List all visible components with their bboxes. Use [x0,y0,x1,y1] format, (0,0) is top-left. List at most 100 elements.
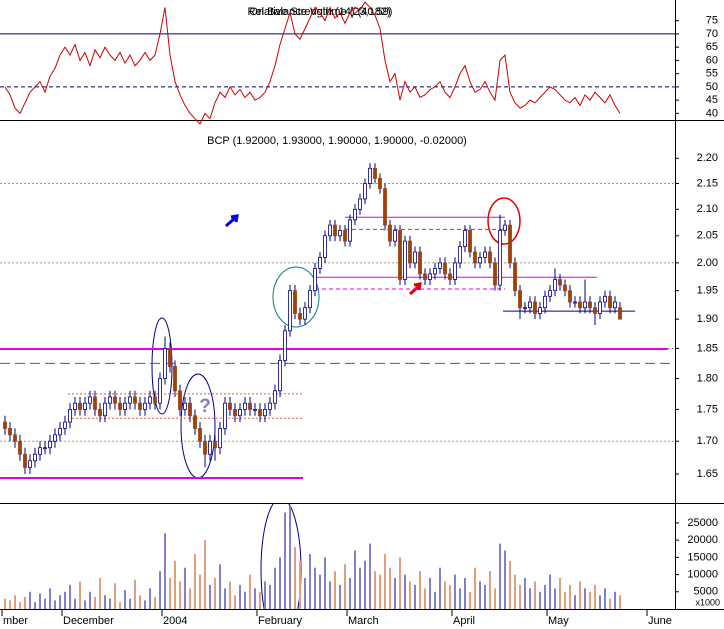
volume-bar [494,588,496,609]
y-tick-label: 1.90 [697,313,718,325]
volume-bar [429,578,431,609]
candle-body [598,301,602,314]
rsi-line [4,1,621,125]
candle-body [243,402,247,410]
candle-body [518,290,522,309]
y-tick-label: 60 [706,54,718,66]
volume-bar [324,557,326,609]
candle-body [158,378,162,404]
volume-bar [19,602,21,609]
volume-bar [249,574,251,609]
candle-body [33,453,37,462]
volume-bar [119,602,121,609]
volume-bar [559,578,561,609]
ellipse [272,266,320,328]
y-tick-label: 1.65 [697,468,718,480]
volume-bar [204,540,206,609]
ellipse [487,197,521,245]
candle-body [343,230,347,242]
x-tick-label: April [453,615,475,627]
volume-bar [359,567,361,609]
candle-body [133,396,137,404]
volume-bar [394,578,396,609]
candle-body [103,402,107,417]
volume-bar [299,560,301,609]
volume-bar [254,588,256,609]
candle-body [23,453,27,468]
candle-body [38,447,42,455]
candle-body [148,396,152,404]
ellipse [151,317,173,415]
volume-bar [439,567,441,609]
candle-body [13,434,17,442]
candle-body [128,396,132,404]
volume-bar [569,584,571,609]
candle-body [578,301,582,309]
panel-frames [0,0,724,610]
candle-body [208,440,212,455]
candle-body [113,396,117,404]
candle-body [123,402,127,410]
candle-body [203,440,207,455]
candle-body [423,273,427,280]
candle-body [358,198,362,210]
volume-bar [309,553,311,609]
volume-bar [144,600,146,609]
volume-bar [129,598,131,609]
volume-bar [304,578,306,609]
candle-body [283,330,287,361]
volume-bar [539,591,541,609]
y-tick-label: 5000 [694,586,718,598]
candle-body [73,402,77,410]
y-tick-label: 1.95 [697,285,718,297]
y-tick-label: 45 [706,94,718,106]
candle-body [593,307,597,314]
candle-body [193,415,197,429]
volume-bar [544,584,546,609]
candle-body [588,301,592,309]
question-mark: ? [199,396,211,417]
volume-bar [399,557,401,609]
volume-bar [609,598,611,609]
candle-body [173,365,177,392]
volume-unit: x1000 [695,597,720,607]
y-tick-label: 2.15 [697,177,718,189]
candle-body [558,279,562,286]
x-tick-label: February [258,615,303,627]
x-tick-label: May [548,615,569,627]
y-tick-label: 20000 [687,534,718,546]
candle-body [503,224,507,231]
y-tick-label: 70 [706,28,718,40]
candle-body [318,257,322,269]
candle-body [78,402,82,410]
blue-arrow [225,214,239,228]
candle-body [508,224,512,264]
candle-body [308,290,312,309]
candle-body [478,257,482,264]
candle-body [58,428,62,436]
candle-body [463,230,467,247]
y-tick-label: 15000 [687,551,718,563]
volume-bar [414,584,416,609]
candle-body [288,290,292,332]
candle-body [248,402,252,410]
candle-body [373,167,377,179]
volume-bar [449,584,451,609]
candle-body [603,295,607,303]
candle-body [413,251,417,264]
candle-body [328,224,332,237]
volume-bar [514,574,516,609]
volume-bar [269,584,271,609]
candle-body [458,246,462,264]
candle-body [28,460,32,468]
volume-bar [509,560,511,609]
candle-body [353,208,357,221]
candle-body [473,251,477,264]
candle-body [543,295,547,309]
candle-body [138,402,142,410]
candle-body [368,167,372,184]
volume-bar [74,598,76,609]
candle-body [53,434,57,442]
volume-bar [479,581,481,609]
